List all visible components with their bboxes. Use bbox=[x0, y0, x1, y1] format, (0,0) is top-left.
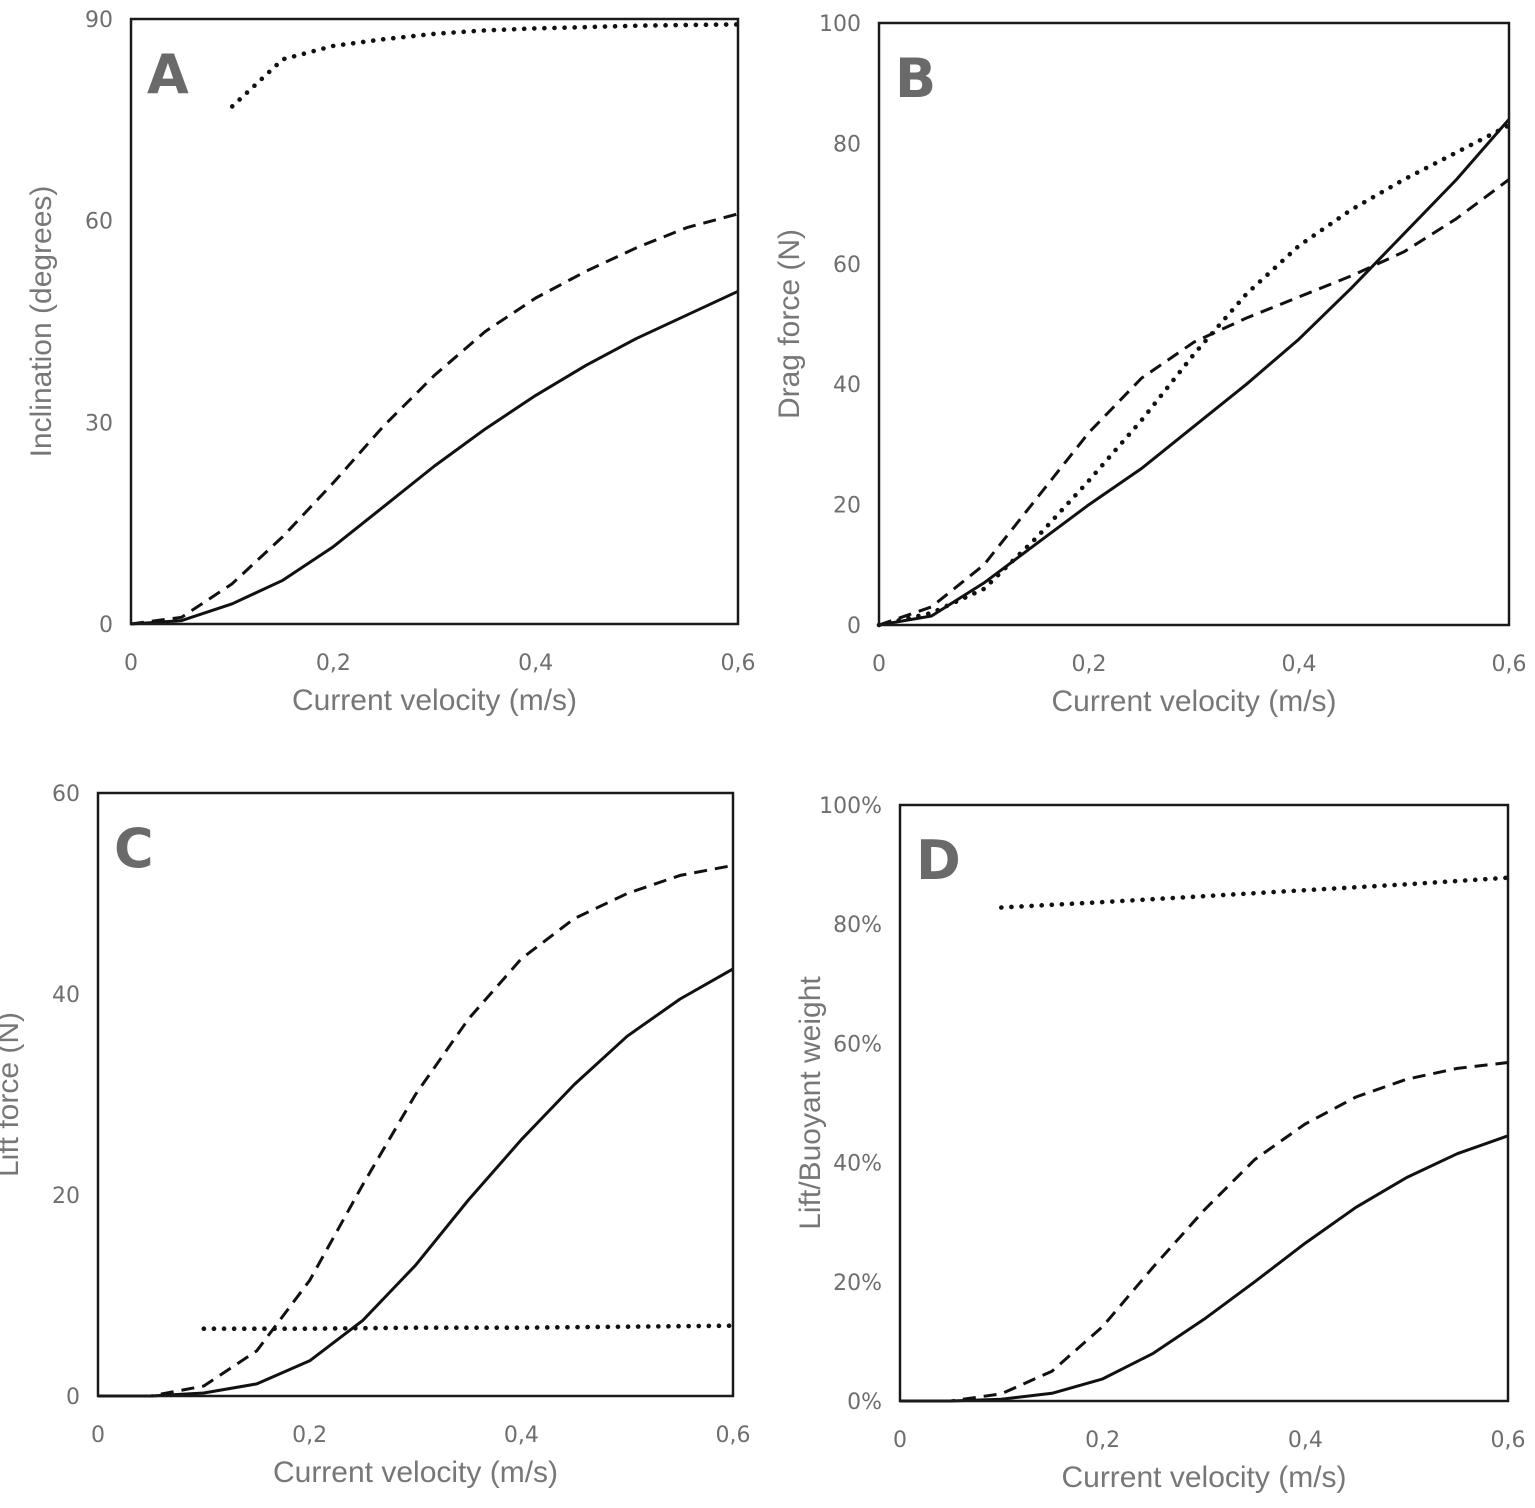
series-line-solid bbox=[98, 967, 734, 1398]
x-tick-label: 0,2 bbox=[1085, 1428, 1120, 1453]
panel-letter: A bbox=[147, 43, 189, 106]
y-tick-label: 60 bbox=[52, 782, 80, 807]
tick-labels: 0 0,2 0,4 0,6 0% 20% 40% 60% 80% 100% bbox=[819, 794, 1525, 1453]
panel-letter: D bbox=[916, 829, 961, 892]
x-axis-label: Current velocity (m/s) bbox=[1051, 685, 1336, 718]
x-tick-label: 0 bbox=[124, 651, 138, 676]
x-tick-label: 0,4 bbox=[504, 1423, 539, 1448]
series-line-solid bbox=[130, 289, 739, 626]
tick-labels: 0 0,2 0,4 0,6 0 20 40 60 80 100 bbox=[819, 12, 1527, 677]
series-line-dashed bbox=[900, 1061, 1509, 1403]
series-line-dashed bbox=[98, 863, 734, 1398]
x-axis-label: Current velocity (m/s) bbox=[273, 1456, 558, 1489]
plot-frame bbox=[898, 803, 1510, 1403]
series-line-dotted bbox=[999, 875, 1511, 910]
x-tick-label: 0,4 bbox=[518, 651, 553, 676]
y-axis-label: Drag force (N) bbox=[773, 229, 806, 419]
y-tick-label: 40% bbox=[833, 1152, 882, 1177]
x-tick-label: 0,2 bbox=[316, 651, 351, 676]
plot-frame bbox=[129, 17, 740, 626]
x-tick-label: 0,2 bbox=[292, 1423, 327, 1448]
series-line-dotted bbox=[876, 123, 1512, 628]
y-tick-label: 0 bbox=[847, 614, 861, 639]
y-tick-label: 60% bbox=[833, 1032, 882, 1057]
x-tick-label: 0,6 bbox=[1491, 1428, 1526, 1453]
y-tick-label: 0 bbox=[66, 1385, 80, 1410]
series-line-dashed bbox=[130, 212, 739, 626]
panel-b: 0 0,2 0,4 0,6 0 20 40 60 80 100 B Current velocit… bbox=[773, 12, 1527, 718]
y-tick-label: 40 bbox=[833, 373, 861, 398]
y-tick-label: 80 bbox=[833, 132, 861, 157]
y-tick-label: 40 bbox=[52, 983, 80, 1008]
series-line-dashed bbox=[878, 178, 1510, 627]
series-layer bbox=[876, 118, 1512, 628]
y-axis-label: Lift force (N) bbox=[0, 1012, 25, 1177]
y-tick-label: 0% bbox=[847, 1390, 882, 1415]
series-layer bbox=[98, 863, 736, 1398]
x-tick-label: 0,2 bbox=[1072, 652, 1107, 677]
x-tick-label: 0 bbox=[872, 652, 886, 677]
series-layer bbox=[130, 22, 741, 626]
series-line-solid bbox=[900, 1134, 1509, 1403]
x-axis-label: Current velocity (m/s) bbox=[292, 684, 577, 717]
x-tick-label: 0,4 bbox=[1288, 1428, 1323, 1453]
series-line-dotted bbox=[229, 22, 741, 109]
y-tick-label: 20 bbox=[833, 494, 861, 519]
panel-c: 0 0,2 0,4 0,6 0 20 40 60 C Current velocity (m/… bbox=[0, 782, 751, 1489]
y-tick-label: 100 bbox=[819, 12, 861, 37]
x-tick-label: 0,4 bbox=[1282, 652, 1317, 677]
x-axis-label: Current velocity (m/s) bbox=[1061, 1461, 1346, 1494]
plot-frame bbox=[96, 791, 735, 1398]
y-tick-label: 60 bbox=[833, 253, 861, 278]
y-tick-label: 30 bbox=[85, 411, 113, 436]
x-tick-label: 0,6 bbox=[716, 1423, 751, 1448]
series-line-dotted bbox=[201, 1323, 736, 1331]
panel-letter: C bbox=[114, 817, 154, 880]
y-tick-label: 20% bbox=[833, 1271, 882, 1296]
y-tick-label: 0 bbox=[99, 613, 113, 638]
x-tick-label: 0,6 bbox=[1492, 652, 1527, 677]
x-tick-label: 0 bbox=[91, 1423, 105, 1448]
y-tick-label: 100% bbox=[819, 794, 882, 819]
series-line-solid bbox=[878, 118, 1511, 627]
tick-labels: 0 0,2 0,4 0,6 0 20 40 60 bbox=[52, 782, 751, 1448]
panel-d: 0 0,2 0,4 0,6 0% 20% 40% 60% 80% 100% D Current v… bbox=[794, 794, 1526, 1494]
x-tick-label: 0,6 bbox=[721, 651, 756, 676]
y-tick-label: 90 bbox=[85, 8, 113, 33]
y-tick-label: 60 bbox=[85, 210, 113, 235]
y-axis-label: Lift/Buoyant weight bbox=[794, 976, 827, 1230]
panel-a: 0 0,2 0,4 0,6 0 30 60 90 A Current velocity (m/… bbox=[25, 8, 756, 717]
series-layer bbox=[900, 875, 1511, 1403]
y-tick-label: 20 bbox=[52, 1184, 80, 1209]
plot-frame bbox=[877, 21, 1511, 627]
x-tick-label: 0 bbox=[893, 1428, 907, 1453]
tick-labels: 0 0,2 0,4 0,6 0 30 60 90 bbox=[85, 8, 756, 676]
y-axis-label: Inclination (degrees) bbox=[25, 186, 58, 458]
y-tick-label: 80% bbox=[833, 913, 882, 938]
panel-letter: B bbox=[895, 47, 936, 110]
